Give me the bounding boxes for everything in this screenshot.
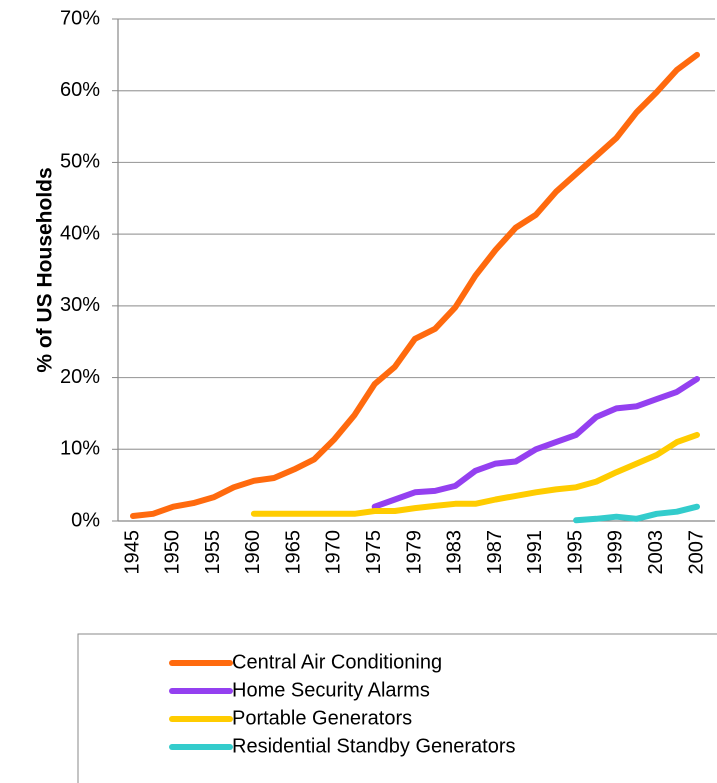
y-axis-label: % of US Households [34, 167, 57, 372]
x-tick-label: 1995 [564, 530, 586, 575]
y-tick-label: 70% [60, 7, 100, 29]
x-tick-label: 1999 [605, 530, 627, 575]
x-tick-label: 1975 [363, 530, 385, 575]
x-tick-label: 2003 [645, 530, 667, 575]
x-tick-label: 1950 [162, 530, 184, 575]
legend-label: Central Air Conditioning [232, 651, 442, 673]
x-tick-label: 2007 [685, 530, 707, 575]
x-tick-label: 1983 [444, 530, 466, 575]
legend-box [77, 633, 717, 783]
legend-label: Residential Standby Generators [232, 735, 516, 757]
series-line [573, 503, 700, 524]
x-tick-label: 1965 [282, 530, 304, 575]
y-tick-label: 50% [60, 151, 100, 173]
x-tick-label: 1960 [242, 530, 264, 575]
series-line [130, 51, 700, 519]
y-tick-label: 40% [60, 222, 100, 244]
x-tick-label: 1970 [323, 530, 345, 575]
y-tick-label: 10% [60, 438, 100, 460]
y-tick-label: 30% [60, 294, 100, 316]
x-tick-label: 1945 [121, 530, 143, 575]
legend-label: Home Security Alarms [232, 679, 430, 701]
y-tick-label: 20% [60, 366, 100, 388]
x-tick-label: 1955 [202, 530, 224, 575]
x-tick-label: 1979 [403, 530, 425, 575]
series-line [371, 376, 700, 510]
y-tick-label: 60% [60, 79, 100, 101]
x-tick-label: 1987 [484, 530, 506, 575]
y-tick-label: 0% [71, 509, 100, 531]
legend-label: Portable Generators [232, 707, 412, 729]
x-tick-label: 1991 [524, 530, 546, 575]
series-line [250, 431, 700, 517]
